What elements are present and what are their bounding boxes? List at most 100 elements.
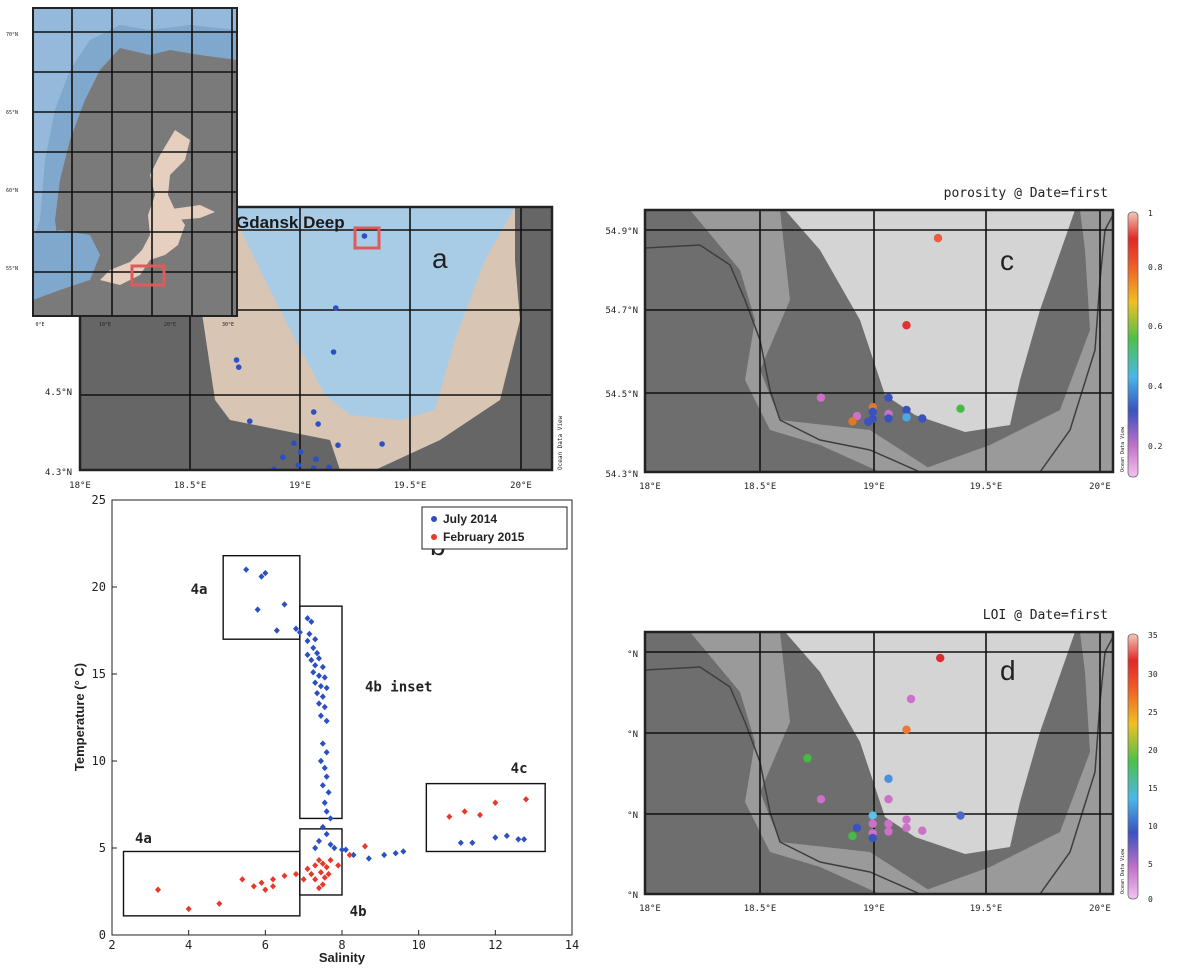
july-2014-point: [304, 651, 311, 659]
region-box: [122, 850, 301, 917]
panel-c-lon-label: 18°E: [639, 482, 661, 492]
february-2015-point: [300, 876, 307, 883]
panel-d-colorbar-tick: 20: [1148, 746, 1158, 755]
july-2014-point: [350, 851, 357, 859]
july-2014-point: [312, 844, 319, 852]
loi-sample-marker: [803, 754, 812, 763]
panel-c-shelf-left: [690, 210, 935, 472]
panel-c-lat-label: 54.7°N: [605, 306, 638, 316]
y-tick-label: 20: [92, 580, 106, 594]
inset-overview-map: 70°N 65°N 60°N 55°N 0°E 10°E 20°E 30°E: [6, 7, 238, 328]
july-2014-point: [339, 846, 345, 853]
july-2014-point: [308, 618, 315, 625]
february-2015-point: [319, 860, 326, 867]
panel-c-colorbar-label: Ocean Data View: [1120, 426, 1126, 472]
inset-lon-label: 20°E: [164, 322, 176, 328]
loi-sample-marker: [956, 811, 965, 820]
legend-marker-february: [431, 534, 437, 540]
loi-sample-marker: [848, 831, 857, 841]
panel-d-shelf: [735, 632, 1113, 894]
panel-d-colorbar: [1127, 633, 1139, 900]
station-marker: [276, 472, 282, 478]
panel-d-lat-label: °N: [627, 811, 638, 821]
panel-c-frame: [643, 208, 1115, 474]
july-2014-point: [503, 832, 510, 840]
july-2014-point: [323, 830, 330, 838]
february-2015-point: [216, 900, 223, 907]
february-2015-point: [258, 879, 265, 886]
porosity-sample-marker: [868, 407, 877, 417]
february-2015-point: [335, 862, 342, 869]
july-2014-point: [457, 839, 464, 846]
july-2014-point: [321, 764, 328, 772]
july-2014-point: [321, 674, 328, 681]
panel-c-coastline: [645, 214, 1113, 472]
y-tick-label: 0: [99, 928, 106, 942]
station-marker: [313, 456, 319, 463]
july-2014-point: [515, 836, 522, 843]
panel-b-xlabel: Salinity: [319, 950, 366, 965]
panel-d-grid: [645, 632, 1113, 894]
panel-c-colorbar-tick: 1: [1148, 209, 1153, 218]
panel-b-axis-ticks: 2 4 6 8 10 12 14 0 5 10 15 20 25: [92, 493, 580, 952]
panel-d-deep: [785, 632, 1075, 854]
x-tick-label: 14: [565, 938, 579, 952]
station-marker: [235, 364, 242, 371]
inset-lat-label: 60°N: [6, 188, 18, 194]
july-2014-point: [262, 569, 269, 577]
loi-sample-marker: [936, 653, 945, 663]
july-2014-point: [243, 566, 250, 573]
july-2014-point: [316, 655, 322, 662]
july-2014-point: [365, 855, 372, 862]
porosity-sample-marker: [933, 233, 943, 243]
station-marker: [326, 464, 332, 470]
station-marker: [295, 462, 302, 469]
x-tick-label: 4: [185, 938, 192, 952]
panel-d-colorbar-tick: 30: [1148, 670, 1158, 679]
july-2014-point: [323, 808, 330, 815]
inset-lon-label: 0°E: [35, 322, 44, 328]
july-2014-point: [323, 717, 330, 725]
panel-c-points: [816, 233, 965, 426]
panel-c-lat-label: 54.5°N: [605, 390, 638, 400]
loi-sample-marker: [868, 811, 877, 820]
inset-lat-label: 55°N: [6, 266, 18, 272]
inset-frame: [32, 7, 238, 317]
february-2015-point: [185, 905, 192, 913]
porosity-sample-marker: [902, 405, 911, 415]
panel-c-colorbar-tick: 0.2: [1148, 442, 1163, 451]
region-box: [425, 782, 546, 853]
x-tick-label: 8: [338, 938, 345, 952]
july-2014-point: [492, 834, 499, 841]
july-2014-point: [327, 841, 334, 848]
panel-d-colorbar-tick: 35: [1148, 631, 1158, 640]
panel-a-side-label: Ocean Data View: [557, 415, 564, 470]
station-marker: [315, 421, 321, 427]
panel-a-lon-label: 18.5°E: [174, 481, 207, 491]
july-2014-point: [317, 757, 324, 765]
july-2014-point: [321, 799, 328, 806]
panel-d-colorbar-tick: 5: [1148, 860, 1153, 869]
july-2014-point: [342, 846, 349, 853]
inset-atlantic-sea: [33, 8, 237, 300]
panel-d-colorbar-tick: 25: [1148, 708, 1158, 717]
y-tick-label: 10: [92, 754, 106, 768]
panel-c-lon-label: 20°E: [1089, 482, 1111, 492]
panel-a-water: [230, 207, 515, 420]
inset-study-area-box: [130, 264, 166, 287]
y-tick-label: 25: [92, 493, 106, 507]
february-2015-point: [155, 886, 161, 893]
july-2014-point: [316, 837, 322, 845]
february-2015-point: [317, 869, 324, 876]
x-tick-label: 12: [488, 938, 502, 952]
february-2015-point: [270, 883, 276, 890]
february-2015-point: [461, 808, 468, 815]
july-2014-point: [310, 644, 317, 652]
february-2015-point: [346, 851, 353, 859]
panel-d-colorbar-label: Ocean Data View: [1120, 848, 1126, 894]
inset-lon-label: 10°E: [99, 322, 111, 328]
july-2014-point: [400, 848, 407, 855]
july-2014-point: [293, 625, 299, 632]
x-tick-label: 2: [108, 938, 115, 952]
